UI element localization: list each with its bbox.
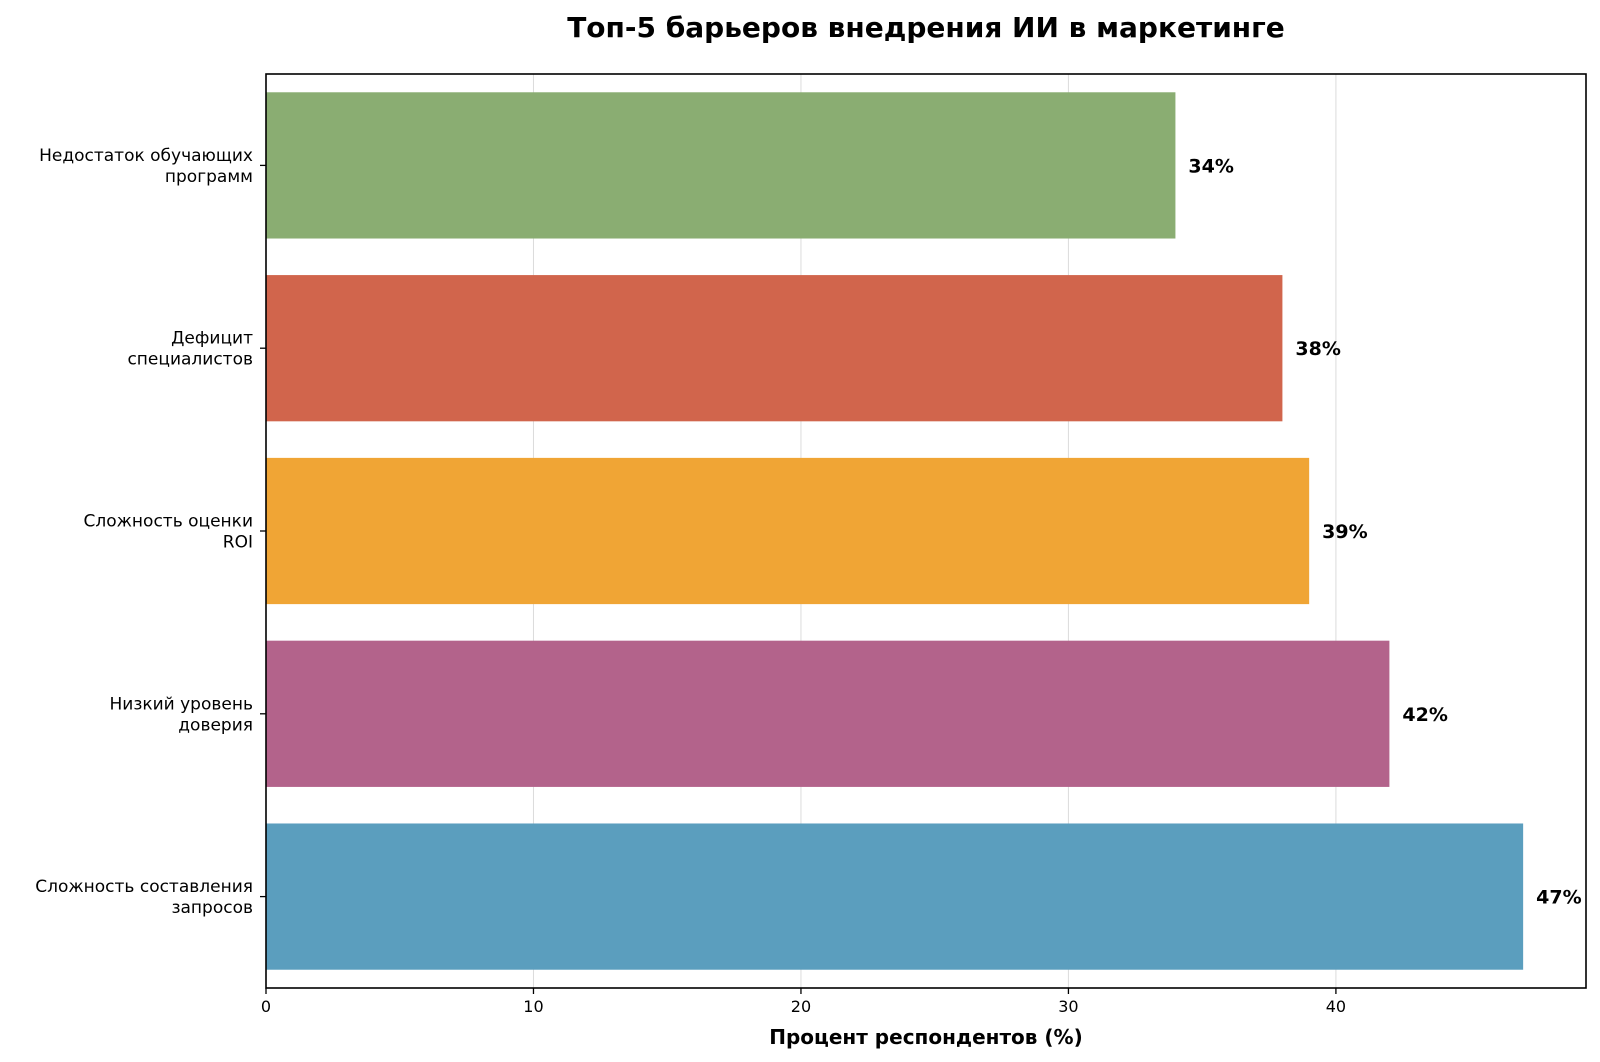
data-label: 38%: [1295, 338, 1340, 360]
category-label: Сложность оценки: [83, 512, 253, 532]
bar: [266, 457, 1310, 605]
x-axis-title: Процент респондентов (%): [769, 1025, 1082, 1049]
category-label: Недостаток обучающих: [39, 146, 253, 166]
data-label: 47%: [1536, 887, 1581, 909]
category-label: ROI: [223, 533, 253, 553]
data-label: 34%: [1188, 155, 1233, 177]
category-label: специалистов: [127, 350, 253, 370]
data-label: 39%: [1322, 521, 1367, 543]
category-label: доверия: [178, 715, 253, 735]
category-label: Сложность составления: [35, 877, 253, 897]
x-tick-label: 40: [1326, 997, 1346, 1016]
bar-layer: [266, 92, 1524, 970]
tick-layer: [260, 164, 1337, 994]
data-label: 42%: [1402, 704, 1447, 726]
category-label: запросов: [171, 898, 253, 918]
bar: [266, 640, 1390, 787]
category-label: Дефицит: [171, 329, 253, 349]
x-tick-label: 0: [261, 997, 271, 1016]
category-label: Низкий уровень: [109, 694, 253, 714]
chart-title: Топ-5 барьеров внедрения ИИ в маркетинге: [567, 11, 1285, 44]
bar: [266, 275, 1283, 422]
x-tick-label: 30: [1058, 997, 1078, 1016]
bar: [266, 823, 1524, 970]
bar: [266, 92, 1176, 239]
x-tick-label: 20: [791, 997, 811, 1016]
x-tick-label: 10: [523, 997, 543, 1016]
category-label: программ: [165, 167, 253, 187]
